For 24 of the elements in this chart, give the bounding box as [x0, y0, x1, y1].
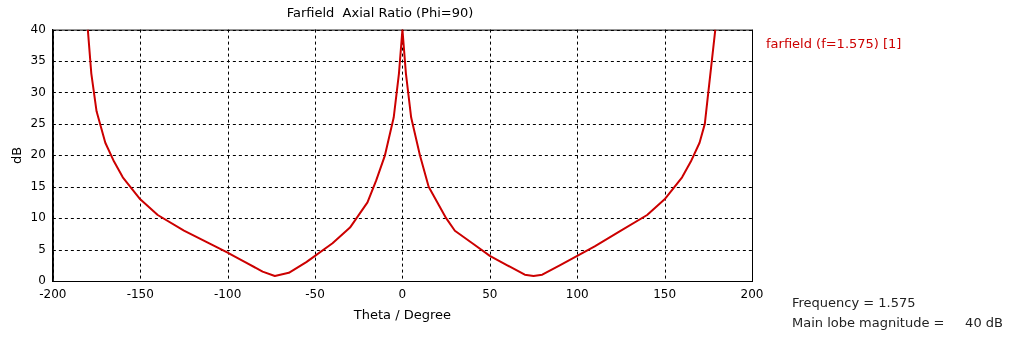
x-tick-label: 0: [398, 287, 407, 302]
y-tick-label: 5: [38, 241, 46, 256]
y-tick-label: 25: [30, 116, 46, 130]
text: Frequency = 1.575: [792, 294, 917, 312]
x-tick-label: -50: [305, 287, 325, 302]
y-tick-label: 10: [30, 210, 46, 225]
chart-title: Farfield Axial Ratio (Phi=90): [286, 5, 474, 21]
y-tick-label: 30: [30, 84, 46, 99]
y-tick-label: 20: [30, 147, 46, 162]
text: Main lobe magnitude = 40 dB: [792, 314, 1003, 332]
x-tick-label: -200: [39, 287, 67, 302]
x-tick-label: -100: [214, 287, 242, 302]
x-axis-title: Theta / Degree: [352, 306, 452, 322]
y-tick-label: 35: [30, 53, 46, 68]
text: farfield (f=1.575) [1]: [766, 34, 902, 53]
x-tick-label: 100: [565, 287, 589, 302]
x-tick-label: -150: [126, 287, 154, 302]
y-tick-label: 40: [30, 21, 46, 36]
x-tick-label: 50: [482, 287, 498, 302]
y-axis-title: dB: [9, 146, 25, 164]
y-tick-label: 15: [30, 178, 46, 193]
x-tick-label: 150: [653, 287, 677, 302]
x-tick-label: 200: [740, 287, 764, 302]
y-tick-label: 0: [38, 273, 46, 288]
